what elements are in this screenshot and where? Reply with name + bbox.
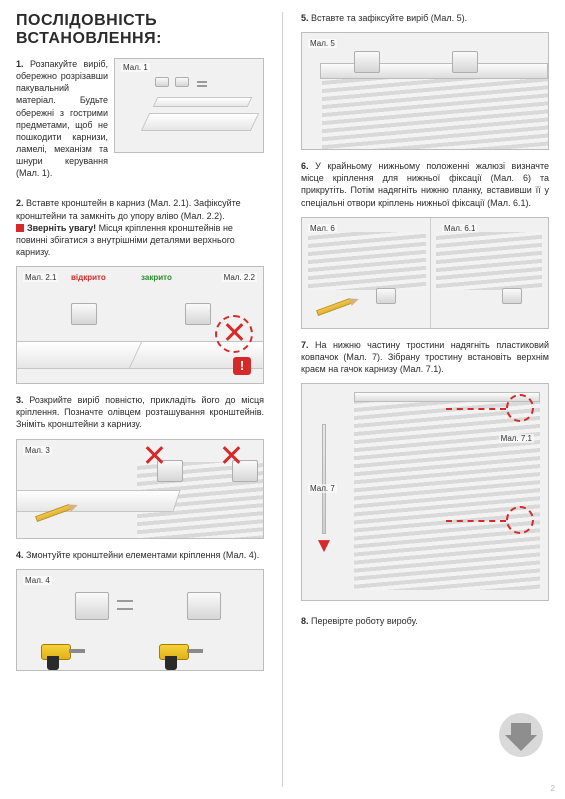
warning-icon <box>16 224 24 232</box>
download-arrow-icon <box>499 713 543 757</box>
drill-icon <box>41 638 85 670</box>
step-7: 7. На нижню частину тростини надягніть п… <box>301 339 549 375</box>
clip-icon <box>502 288 522 304</box>
step-2-num: 2. <box>16 198 24 208</box>
callout-line-icon <box>446 408 506 410</box>
closed-label: закрито <box>139 273 174 282</box>
right-column: 5. Вставте та зафіксуйте виріб (Мал. 5).… <box>301 12 549 787</box>
figure-5-label: Мал. 5 <box>308 39 337 48</box>
step-7-num: 7. <box>301 340 309 350</box>
screw-icon <box>117 600 133 602</box>
blinds-icon <box>354 396 540 590</box>
column-divider <box>282 12 283 787</box>
blinds-icon <box>308 232 426 290</box>
drill-icon <box>159 638 203 670</box>
bracket-icon <box>452 51 478 73</box>
wand-icon <box>322 424 326 534</box>
step-4: 4. Змонтуйте кронштейни елементами кріпл… <box>16 549 264 561</box>
step-8: 8. Перевірте роботу виробу. <box>301 615 549 627</box>
step-6-body: У крайньому нижньому положенні жалюзі ви… <box>301 161 549 207</box>
callout-circle-icon <box>506 394 534 422</box>
screw-icon <box>197 81 207 83</box>
step-3-body: Розкрийте виріб повністю, прикладіть йог… <box>16 395 264 429</box>
x-mark-icon <box>225 323 243 341</box>
step-1-text: 1. Розпакуйте виріб, обережно розрізавши… <box>16 58 108 179</box>
rail-icon <box>16 490 181 512</box>
pencil-icon <box>316 298 352 316</box>
figure-3-label: Мал. 3 <box>23 446 52 455</box>
figure-5: Мал. 5 <box>301 32 549 150</box>
figure-7-label: Мал. 7 <box>308 484 337 493</box>
step-6: 6. У крайньому нижньому положенні жалюзі… <box>301 160 549 209</box>
figure-2-2-label: Мал. 2.2 <box>222 273 257 282</box>
blinds-icon <box>322 77 548 149</box>
step-7-body: На нижню частину тростини надягніть плас… <box>301 340 549 374</box>
x-mark-icon <box>222 446 240 464</box>
step-1: 1. Розпакуйте виріб, обережно розрізавши… <box>16 58 264 187</box>
step-5-body: Вставте та зафіксуйте виріб (Мал. 5). <box>311 13 467 23</box>
bracket-icon <box>71 303 97 325</box>
step-3: 3. Розкрийте виріб повністю, прикладіть … <box>16 394 264 430</box>
subfig-divider <box>430 218 431 328</box>
step-5: 5. Вставте та зафіксуйте виріб (Мал. 5). <box>301 12 549 24</box>
step-2: 2. Вставте кронштейн в карниз (Мал. 2.1)… <box>16 197 264 258</box>
page: ПОСЛІДОВНІСТЬ ВСТАНОВЛЕННЯ: 1. Розпакуйт… <box>0 0 565 799</box>
alert-icon: ! <box>233 357 251 375</box>
x-mark-icon <box>145 446 163 464</box>
step-4-num: 4. <box>16 550 24 560</box>
bracket-icon <box>75 592 109 620</box>
callout-circle-icon <box>506 506 534 534</box>
left-column: ПОСЛІДОВНІСТЬ ВСТАНОВЛЕННЯ: 1. Розпакуйт… <box>16 12 264 787</box>
blinds-icon <box>436 232 542 290</box>
figure-1: Мал. 1 <box>114 58 264 153</box>
wand-cap-icon <box>318 540 330 552</box>
screw-icon <box>117 608 133 610</box>
figure-3: Мал. 3 <box>16 439 264 539</box>
figure-1-label: Мал. 1 <box>121 63 150 72</box>
step-5-num: 5. <box>301 13 309 23</box>
figure-2: Мал. 2.1 Мал. 2.2 відкрито закрито ! <box>16 266 264 384</box>
screw-icon <box>197 85 207 87</box>
figure-4-label: Мал. 4 <box>23 576 52 585</box>
step-6-num: 6. <box>301 161 309 171</box>
figure-7-1-label: Мал. 7.1 <box>499 434 534 443</box>
figure-4: Мал. 4 <box>16 569 264 671</box>
figure-6: Мал. 6 Мал. 6.1 <box>301 217 549 329</box>
step-8-body: Перевірте роботу виробу. <box>311 616 418 626</box>
step-1-num: 1. <box>16 59 24 69</box>
rail-icon <box>153 97 253 107</box>
open-label: відкрито <box>69 273 108 282</box>
bracket-icon <box>187 592 221 620</box>
step-2-body: Вставте кронштейн в карниз (Мал. 2.1). З… <box>16 198 241 220</box>
part-icon <box>175 77 189 87</box>
figure-7: Мал. 7 Мал. 7.1 <box>301 383 549 601</box>
step-3-num: 3. <box>16 395 24 405</box>
step-8-num: 8. <box>301 616 309 626</box>
callout-line-icon <box>446 520 506 522</box>
bracket-icon <box>354 51 380 73</box>
page-title: ПОСЛІДОВНІСТЬ ВСТАНОВЛЕННЯ: <box>16 12 264 48</box>
step-2-warn: Зверніть увагу! <box>27 223 96 233</box>
step-1-body: Розпакуйте виріб, обережно розрізавши па… <box>16 59 108 178</box>
rail-icon <box>141 113 259 131</box>
clip-icon <box>376 288 396 304</box>
page-number: 2 <box>551 784 555 793</box>
step-4-body: Змонтуйте кронштейни елементами кріпленн… <box>26 550 259 560</box>
bracket-icon <box>185 303 211 325</box>
figure-2-1-label: Мал. 2.1 <box>23 273 58 282</box>
part-icon <box>155 77 169 87</box>
